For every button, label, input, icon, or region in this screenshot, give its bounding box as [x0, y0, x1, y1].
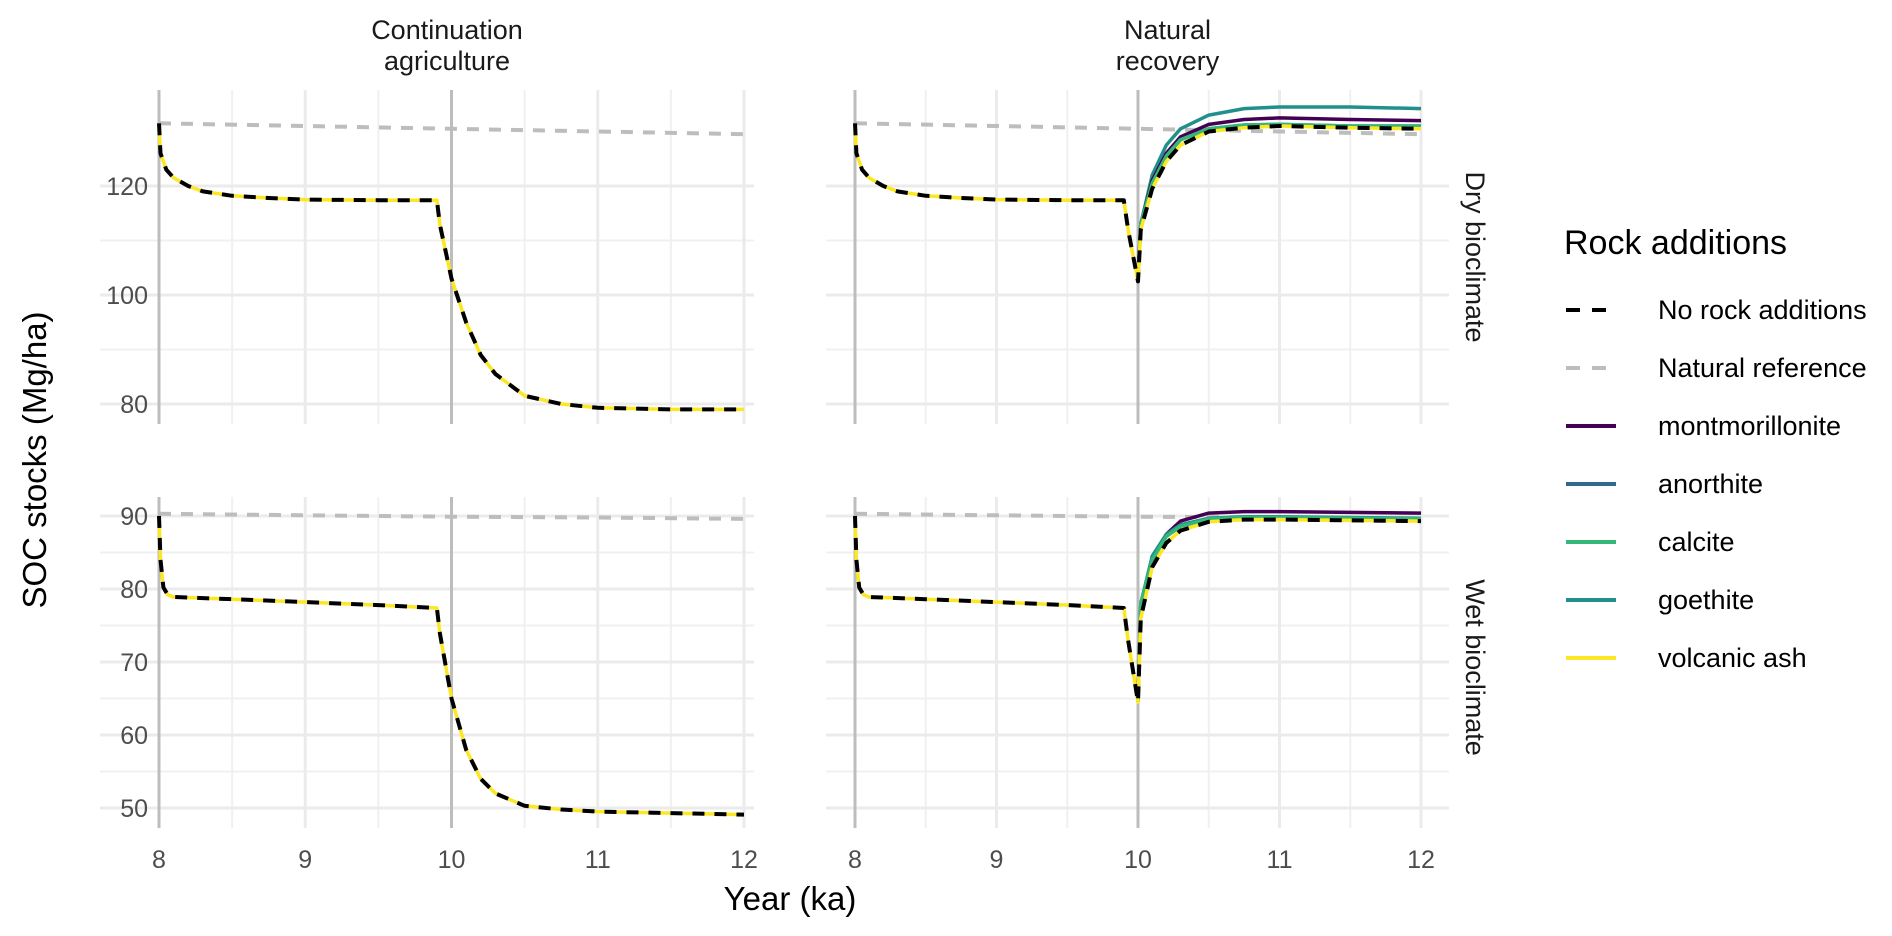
facet-row-label: Dry bioclimate [1460, 171, 1490, 342]
x-tick-label: 10 [1124, 846, 1152, 874]
legend-key-icon [1566, 656, 1616, 660]
x-tick-label: 9 [990, 846, 1004, 874]
legend-key-icon [1566, 366, 1616, 370]
x-tick-label: 8 [848, 846, 862, 874]
legend-key-icon [1566, 540, 1616, 544]
y-tick-label: 90 [120, 503, 148, 531]
legend-label: montmorillonite [1658, 410, 1842, 441]
x-tick-label: 8 [152, 846, 166, 874]
legend-item: montmorillonite [1564, 397, 1867, 455]
legend-label: goethite [1658, 584, 1755, 615]
series-line-natural-reference [158, 511, 745, 521]
panel-1-1 [826, 497, 1449, 828]
x-tick-label: 10 [438, 846, 466, 874]
series-line-no-rock-additions [853, 515, 1422, 705]
series-line-calcite [1136, 515, 1422, 703]
x-axis-title: Year (ka) [724, 880, 857, 917]
facet-row-label: Wet bioclimate [1460, 579, 1490, 756]
y-tick-label: 60 [120, 722, 148, 750]
legend-label: calcite [1658, 526, 1735, 557]
y-tick-label: 100 [106, 282, 148, 310]
x-tick-label: 12 [730, 846, 758, 874]
legend: Rock additions No rock additions Natural … [1564, 224, 1867, 687]
panel-1-0 [100, 497, 754, 828]
y-axis-title: SOC stocks (Mg/ha) [16, 311, 53, 608]
legend-item: Natural reference [1564, 339, 1867, 397]
x-tick-label: 11 [1267, 846, 1293, 874]
facet-column-label: Continuation [371, 15, 523, 45]
legend-key-icon [1566, 308, 1616, 312]
legend-key-icon [1566, 598, 1616, 602]
legend-item: volcanic ash [1564, 629, 1867, 687]
y-tick-label: 50 [120, 795, 148, 823]
legend-item: goethite [1564, 571, 1867, 629]
facet-column-label: agriculture [384, 46, 510, 76]
legend-label: anorthite [1658, 468, 1764, 499]
series-line-natural-reference [854, 121, 1422, 137]
series-line-no-rock-additions [157, 123, 744, 412]
series-line-no-rock-additions [157, 515, 745, 817]
legend-label: No rock additions [1658, 294, 1867, 325]
x-tick-label: 9 [298, 846, 312, 874]
panel-0-0 [100, 90, 754, 424]
legend-key-icon [1566, 424, 1616, 428]
y-tick-label: 80 [120, 576, 148, 604]
x-tick-label: 12 [1407, 846, 1435, 874]
y-tick-label: 70 [120, 649, 148, 677]
series-line-no-rock-additions [853, 123, 1422, 284]
facet-column-label: recovery [1116, 46, 1220, 76]
y-tick-label: 120 [106, 173, 148, 201]
legend-item: anorthite [1564, 455, 1867, 513]
series-line-natural-reference [158, 121, 745, 137]
x-tick-label: 11 [585, 846, 611, 874]
facet-column-label: Natural [1124, 15, 1211, 45]
y-tick-label: 80 [120, 391, 148, 419]
legend-title: Rock additions [1564, 224, 1788, 262]
panel-0-1 [826, 90, 1449, 424]
legend-key-icon [1566, 482, 1616, 486]
legend-label: Natural reference [1658, 352, 1867, 383]
legend-item: calcite [1564, 513, 1867, 571]
legend-label: volcanic ash [1658, 642, 1807, 673]
legend-item: No rock additions [1564, 281, 1867, 339]
